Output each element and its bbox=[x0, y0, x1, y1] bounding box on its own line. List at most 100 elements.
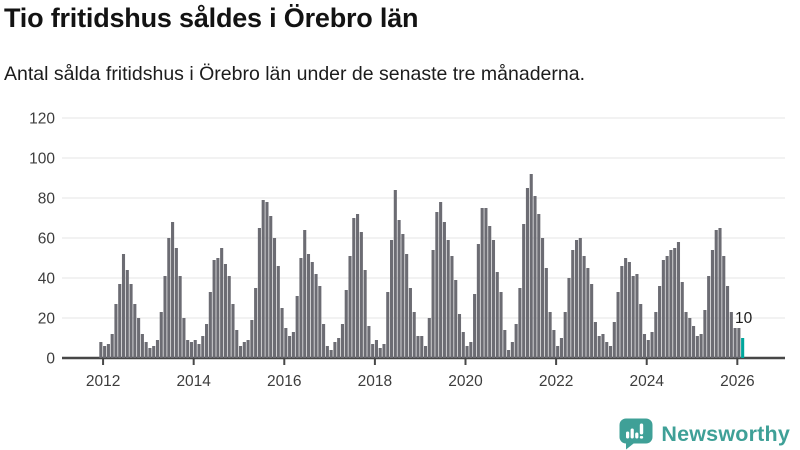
bar bbox=[322, 324, 326, 358]
bar bbox=[514, 324, 518, 358]
bar bbox=[412, 312, 416, 358]
bar bbox=[590, 284, 594, 358]
bar bbox=[340, 324, 345, 358]
bar bbox=[129, 284, 133, 358]
x-tick-label: 2026 bbox=[720, 373, 754, 390]
bar bbox=[125, 270, 129, 358]
bar bbox=[616, 292, 620, 358]
bar bbox=[144, 342, 148, 358]
bar bbox=[692, 326, 696, 358]
y-tick-label: 0 bbox=[46, 351, 55, 368]
bar bbox=[182, 318, 186, 358]
bar bbox=[624, 258, 628, 358]
y-tick-label: 60 bbox=[38, 231, 56, 248]
bar bbox=[114, 304, 118, 358]
bar bbox=[450, 256, 454, 358]
bar bbox=[140, 334, 144, 358]
bar bbox=[695, 336, 699, 358]
chart-subtitle: Antal sålda fritidshus i Örebro län unde… bbox=[4, 63, 586, 85]
bar bbox=[465, 346, 469, 358]
bar bbox=[171, 222, 175, 358]
y-tick-label: 120 bbox=[29, 111, 55, 128]
bar bbox=[291, 332, 295, 358]
bar bbox=[608, 346, 613, 358]
bar bbox=[661, 260, 665, 358]
bar bbox=[673, 248, 677, 358]
bar bbox=[593, 322, 597, 358]
bar bbox=[261, 200, 265, 358]
bar bbox=[699, 334, 703, 358]
page-title: Tio fritidshus såldes i Örebro län bbox=[4, 3, 419, 33]
bar bbox=[269, 216, 273, 358]
bar bbox=[676, 242, 681, 358]
bar bbox=[367, 326, 371, 358]
bar bbox=[280, 308, 284, 358]
bar bbox=[469, 342, 473, 358]
bar bbox=[446, 240, 450, 358]
bar bbox=[491, 240, 496, 358]
bar bbox=[416, 336, 420, 358]
bar bbox=[363, 270, 367, 358]
bar bbox=[121, 254, 126, 358]
bar bbox=[212, 260, 216, 358]
bar bbox=[537, 214, 541, 358]
bar bbox=[707, 276, 711, 358]
bar bbox=[567, 278, 571, 358]
bar bbox=[454, 280, 458, 358]
bar bbox=[680, 282, 684, 358]
x-tick-label: 2022 bbox=[539, 373, 573, 390]
bar bbox=[582, 256, 586, 358]
bar bbox=[118, 284, 122, 358]
bar bbox=[627, 262, 631, 358]
highlight-value-label: 10 bbox=[735, 310, 753, 327]
bar bbox=[552, 330, 556, 358]
bar bbox=[359, 232, 363, 358]
bar bbox=[427, 318, 431, 358]
bar bbox=[658, 286, 662, 358]
bar-chart: 0 20 40 60 80 100 120 2012 2014 2016 2018 2020 2022 2… bbox=[29, 111, 785, 391]
bar bbox=[461, 332, 465, 358]
bar bbox=[333, 342, 337, 358]
bar bbox=[737, 328, 741, 358]
bar bbox=[246, 340, 250, 358]
bar bbox=[710, 250, 714, 358]
bar bbox=[167, 238, 171, 358]
bar bbox=[646, 340, 650, 358]
bar bbox=[299, 258, 303, 358]
axes: 0 20 40 60 80 100 120 2012 2014 2016 2018 2020 2022 2… bbox=[29, 111, 754, 391]
bar bbox=[442, 222, 446, 358]
bar bbox=[639, 304, 643, 358]
bar bbox=[257, 228, 261, 358]
bar bbox=[318, 286, 322, 358]
bar bbox=[265, 202, 269, 358]
bar bbox=[718, 228, 722, 358]
bar bbox=[110, 334, 114, 358]
bar bbox=[163, 276, 167, 358]
bar bbox=[499, 292, 503, 358]
bar bbox=[356, 214, 360, 358]
bar bbox=[348, 256, 352, 358]
bar bbox=[106, 344, 110, 358]
bar bbox=[216, 258, 220, 358]
bar bbox=[688, 318, 692, 358]
bar bbox=[295, 296, 299, 358]
bar bbox=[420, 336, 424, 358]
bar bbox=[439, 202, 443, 358]
newsworthy-logo-text: Newsworthy bbox=[661, 421, 790, 446]
bar bbox=[152, 346, 156, 358]
bar bbox=[571, 250, 575, 358]
bar bbox=[529, 174, 533, 358]
x-tick-label: 2020 bbox=[448, 373, 483, 390]
x-tick-label: 2014 bbox=[176, 373, 211, 390]
bar bbox=[314, 274, 318, 358]
bar bbox=[133, 304, 137, 358]
bar bbox=[563, 312, 567, 358]
bar bbox=[159, 312, 163, 358]
bar bbox=[371, 344, 375, 358]
bar bbox=[533, 196, 537, 358]
bar bbox=[654, 312, 658, 358]
x-tick-label: 2018 bbox=[358, 373, 392, 390]
bar bbox=[518, 288, 522, 358]
newsworthy-logo[interactable]: Newsworthy bbox=[619, 418, 790, 450]
